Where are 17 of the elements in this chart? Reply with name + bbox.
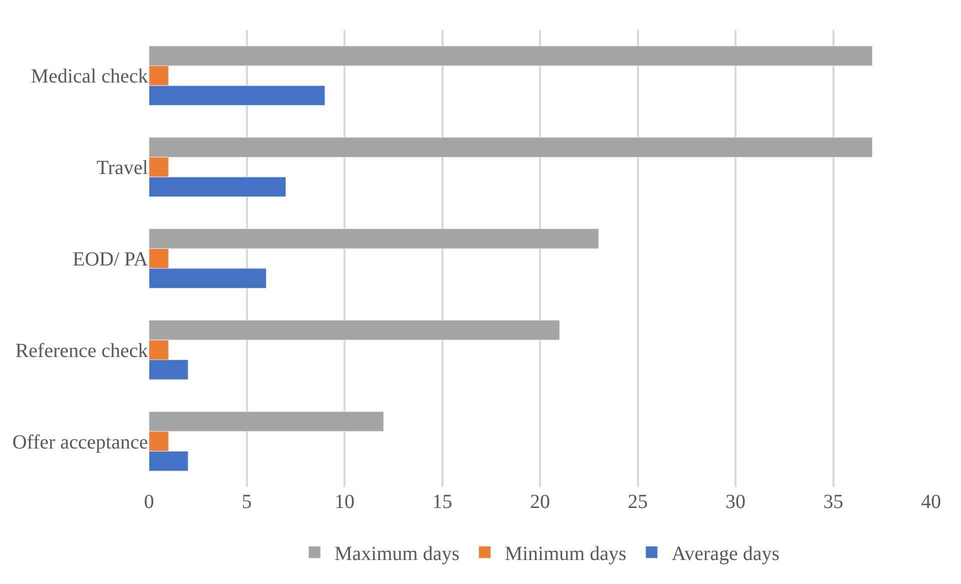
legend-label: Minimum days: [504, 543, 627, 565]
y-tick-label: Medical check: [30, 66, 148, 88]
y-tick-label: Reference check: [15, 340, 148, 362]
x-tick-label: 35: [823, 491, 844, 513]
x-tick-label: 5: [242, 491, 252, 513]
y-tick-label: EOD/ PA: [72, 248, 149, 270]
x-tick-label: 20: [530, 491, 550, 513]
x-tick-label: 40: [921, 491, 941, 513]
x-tick-label: 10: [334, 491, 354, 513]
x-tick-label: 0: [144, 491, 154, 513]
x-tick-label: 30: [726, 491, 746, 513]
x-tick-label: 15: [432, 491, 452, 513]
legend-label: Average days: [672, 543, 780, 565]
x-tick-label: 25: [628, 491, 648, 513]
legend-label: Maximum days: [334, 543, 460, 565]
y-tick-label: Travel: [96, 157, 148, 180]
y-tick-label: Offer acceptance: [12, 431, 148, 454]
